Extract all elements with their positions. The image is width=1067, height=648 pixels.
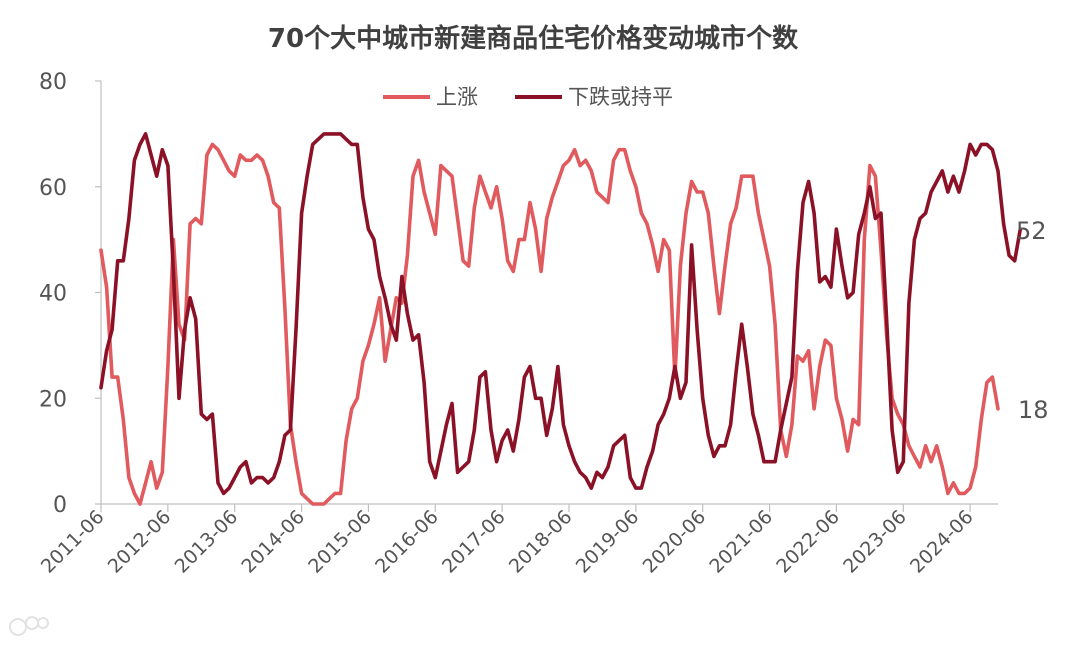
legend-label-up: 上涨 <box>436 85 478 109</box>
y-tick-label: 20 <box>39 387 67 412</box>
x-tick-label: 2018-06 <box>505 506 577 578</box>
x-axis: 2011-062012-062013-062014-062015-062016-… <box>37 503 998 578</box>
x-tick-label: 2020-06 <box>639 506 711 578</box>
series-line-down-or-flat <box>99 132 1023 496</box>
end-label-down-or-flat: 52 <box>1016 217 1047 245</box>
y-tick-label: 80 <box>39 70 67 95</box>
legend-label-down-or-flat: 下跌或持平 <box>568 85 673 109</box>
x-tick-label: 2021-06 <box>705 506 777 578</box>
x-tick-label: 2014-06 <box>237 506 309 578</box>
x-tick-label: 2024-06 <box>906 506 978 578</box>
x-tick-label: 2019-06 <box>572 506 644 578</box>
x-tick-label: 2011-06 <box>37 506 109 578</box>
series-line-up <box>99 142 1000 506</box>
x-tick-label: 2023-06 <box>839 506 911 578</box>
y-tick-label: 40 <box>39 282 67 307</box>
x-tick-label: 2017-06 <box>438 506 510 578</box>
x-tick-label: 2013-06 <box>171 506 243 578</box>
legend: 上涨 下跌或持平 <box>383 85 673 109</box>
y-tick-label: 60 <box>39 176 67 201</box>
y-tick-label: 0 <box>53 493 67 518</box>
y-axis: 0 20 40 60 80 <box>39 70 102 518</box>
series-layer <box>99 132 1023 506</box>
x-tick-label: 2012-06 <box>104 506 176 578</box>
x-tick-label: 2022-06 <box>772 506 844 578</box>
end-label-up: 18 <box>1018 396 1049 424</box>
watermark-logo <box>9 616 49 636</box>
x-tick-label: 2016-06 <box>371 506 443 578</box>
chart-title: 70个大中城市新建商品住宅价格变动城市个数 <box>268 23 799 54</box>
x-tick-label: 2015-06 <box>304 506 376 578</box>
